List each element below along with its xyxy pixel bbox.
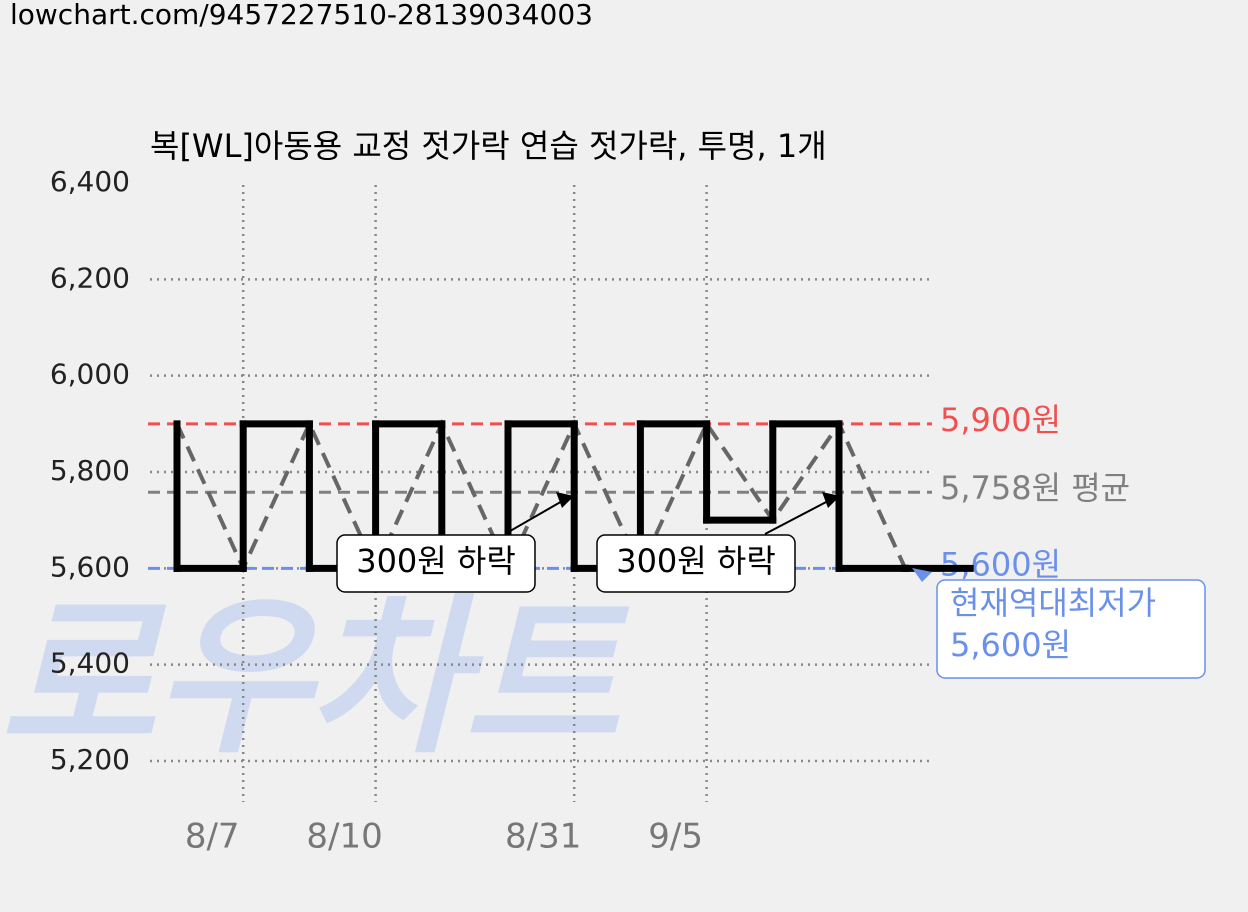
callout-text: 5,600원 — [950, 626, 1071, 664]
annotation-arrow — [764, 499, 831, 535]
callout-pointer — [912, 568, 932, 582]
y-tick-label: 5,200 — [50, 743, 130, 776]
chart-title: 복[WL]아동용 교정 젓가락 연습 젓가락, 투명, 1개 — [150, 127, 827, 165]
callout-box — [936, 579, 1206, 679]
y-tick-label: 6,000 — [50, 358, 130, 391]
callout-text: 현재역대최저가 — [950, 584, 1156, 622]
x-tick-label: 8/31 — [505, 817, 581, 857]
y-tick-label: 6,200 — [50, 261, 130, 294]
ref-label: 5,758원 평균 — [940, 469, 1130, 507]
ref-label: 5,600원 — [940, 545, 1061, 583]
y-tick-label: 5,400 — [50, 647, 130, 680]
arrow-head — [556, 492, 574, 508]
y-tick-label: 6,400 — [50, 165, 130, 198]
y-tick-label: 5,800 — [50, 454, 130, 487]
url: lowchart.com/9457227510-28139034003 — [10, 0, 593, 31]
annotation-arrow — [504, 499, 565, 535]
watermark: 로우차트 — [0, 579, 630, 777]
annotation: 300원 하락 — [356, 542, 516, 580]
x-tick-label: 8/7 — [185, 817, 240, 857]
x-tick-label: 8/10 — [306, 817, 382, 857]
ref-label: 5,900원 — [940, 401, 1061, 439]
annotation: 300원 하락 — [616, 542, 776, 580]
price-line — [175, 419, 908, 574]
arrow-head — [822, 492, 840, 508]
y-tick-label: 5,600 — [50, 550, 130, 583]
annotation-box — [596, 534, 796, 593]
annotation-box — [336, 534, 536, 593]
x-tick-label: 9/5 — [648, 817, 703, 857]
